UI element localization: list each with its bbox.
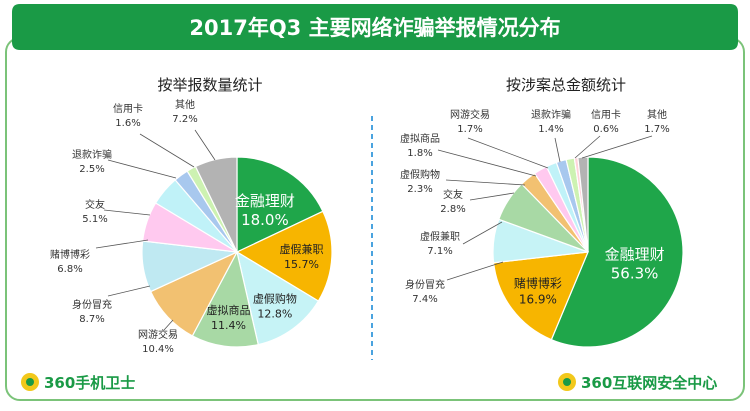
slice-value-label: 18.0% <box>241 211 289 229</box>
slice-label: 赌博博彩 <box>514 276 562 291</box>
pie-slice-1 <box>550 156 684 348</box>
leader-line <box>194 129 216 161</box>
leader-line <box>581 135 653 159</box>
pie-slice-11 <box>194 156 238 253</box>
slice-label: 交友 <box>443 188 463 201</box>
footer-left-logo: 360手机卫士 <box>21 373 135 392</box>
header-banner <box>12 4 738 50</box>
slice-label: 赌博博彩 <box>50 248 90 261</box>
slice-value-label: 7.4% <box>412 294 437 305</box>
slice-value-label: 7.2% <box>172 114 197 125</box>
slice-value-label: 6.8% <box>57 264 82 275</box>
slice-value-label: 7.1% <box>427 246 452 257</box>
leader-line <box>574 135 601 159</box>
leader-line <box>139 133 195 168</box>
slice-value-label: 1.7% <box>457 124 482 135</box>
footer-left-brand: 360手机卫士 <box>44 374 135 392</box>
slice-label: 虚拟商品 <box>207 303 251 317</box>
slice-value-label: 2.3% <box>407 184 432 195</box>
chart-title-left: 按举报数量统计 <box>157 76 262 94</box>
slice-label: 退款诈骗 <box>531 108 571 121</box>
slice-label: 虚假兼职 <box>280 242 324 256</box>
pie-slice-11 <box>577 156 589 253</box>
slice-value-label: 5.1% <box>82 214 107 225</box>
slice-value-label: 16.9% <box>519 293 557 307</box>
slice-label: 身份冒充 <box>72 298 112 311</box>
slice-value-label: 1.4% <box>538 124 563 135</box>
leader-line <box>467 137 549 169</box>
leader-line <box>462 221 503 245</box>
leader-line <box>103 209 151 216</box>
slice-label: 身份冒充 <box>405 278 445 291</box>
pie-slice-3 <box>236 250 320 346</box>
footer-right-brand: 360互联网安全中心 <box>581 374 717 392</box>
slice-label: 网游交易 <box>450 108 490 121</box>
slice-value-label: 1.8% <box>407 148 432 159</box>
slice-label: 其他 <box>175 98 195 111</box>
pie-slice-2 <box>235 210 333 302</box>
slice-label: 交友 <box>85 198 105 211</box>
slice-label: 其他 <box>647 108 667 121</box>
shield-logo-icon-inner <box>26 378 34 386</box>
leader-line <box>107 159 177 179</box>
slice-value-label: 2.5% <box>79 164 104 175</box>
chart-title-right: 按涉案总金额统计 <box>506 76 626 94</box>
leader-line <box>95 239 149 249</box>
page-title: 2017年Q3 主要网络诈骗举报情况分布 <box>189 16 560 40</box>
slice-value-label: 0.6% <box>593 124 618 135</box>
leader-line <box>163 319 174 331</box>
pie-slice-1 <box>236 156 324 253</box>
leader-line <box>469 192 515 201</box>
slice-label: 虚假购物 <box>253 291 297 305</box>
pie-slice-4 <box>191 250 259 348</box>
slice-value-label: 10.4% <box>142 344 174 355</box>
slice-value-label: 1.7% <box>644 124 669 135</box>
leader-line <box>107 285 151 297</box>
slice-label: 金融理财 <box>605 245 665 263</box>
slice-value-label: 2.8% <box>440 204 465 215</box>
shield-logo-icon-inner <box>563 378 571 386</box>
slice-label: 信用卡 <box>113 102 143 115</box>
slice-label: 虚拟商品 <box>400 132 440 145</box>
slice-label: 信用卡 <box>591 108 621 121</box>
slice-value-label: 8.7% <box>79 314 104 325</box>
leader-line <box>445 179 526 186</box>
slice-label: 退款诈骗 <box>72 148 112 161</box>
slice-label: 虚假购物 <box>400 168 440 181</box>
slice-value-label: 56.3% <box>611 264 659 282</box>
footer-right-logo: 360互联网安全中心 <box>558 373 717 392</box>
slice-label: 虚假兼职 <box>420 230 460 243</box>
leader-line <box>437 149 537 177</box>
slice-value-label: 12.8% <box>257 307 292 320</box>
slice-value-label: 11.4% <box>211 319 246 332</box>
slice-value-label: 1.6% <box>115 118 140 129</box>
slice-label: 金融理财 <box>235 192 295 210</box>
leader-line <box>554 137 561 163</box>
pie-slice-2 <box>492 251 589 341</box>
slice-value-label: 15.7% <box>284 258 319 271</box>
slice-label: 网游交易 <box>138 328 178 341</box>
leader-line <box>446 261 504 281</box>
